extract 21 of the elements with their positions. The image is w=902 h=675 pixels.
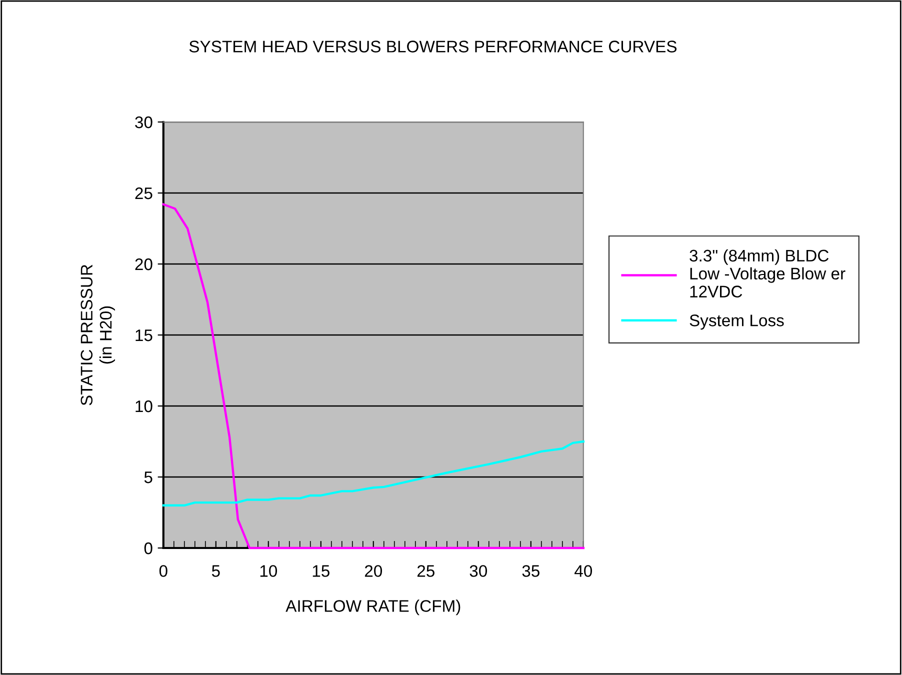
x-tick-label: 40 [574, 565, 592, 577]
y-tick-label: 5 [144, 472, 152, 484]
x-tick-label: 20 [364, 565, 382, 577]
x-tick-label: 5 [212, 565, 220, 577]
x-tick-label: 35 [522, 565, 540, 577]
x-tick-label: 30 [470, 565, 488, 577]
y-tick-label: 0 [144, 542, 152, 554]
y-tick-label: 10 [136, 400, 152, 412]
x-tick-label: 25 [417, 565, 434, 577]
y-tick-label: 15 [136, 330, 152, 342]
y-tick-label: 25 [135, 187, 152, 200]
y-axis-title: STATIC PRESSUR (in H20) [80, 264, 115, 406]
legend-label: System Loss [690, 314, 784, 330]
legend-label: 3.3" (84mm) BLDC Low -Voltage Blow er 12VDC [690, 249, 846, 298]
x-tick-label: 15 [312, 565, 330, 577]
y-tick-label: 20 [135, 258, 152, 270]
y-tick-label: 30 [135, 116, 152, 128]
x-tick-label: 0 [159, 565, 168, 577]
chart-title: SYSTEM HEAD VERSUS BLOWERS PERFORMANCE CURVES [189, 40, 677, 52]
x-tick-label: 10 [260, 565, 278, 577]
x-axis-title: AIRFLOW RATE (CFM) [286, 600, 460, 616]
